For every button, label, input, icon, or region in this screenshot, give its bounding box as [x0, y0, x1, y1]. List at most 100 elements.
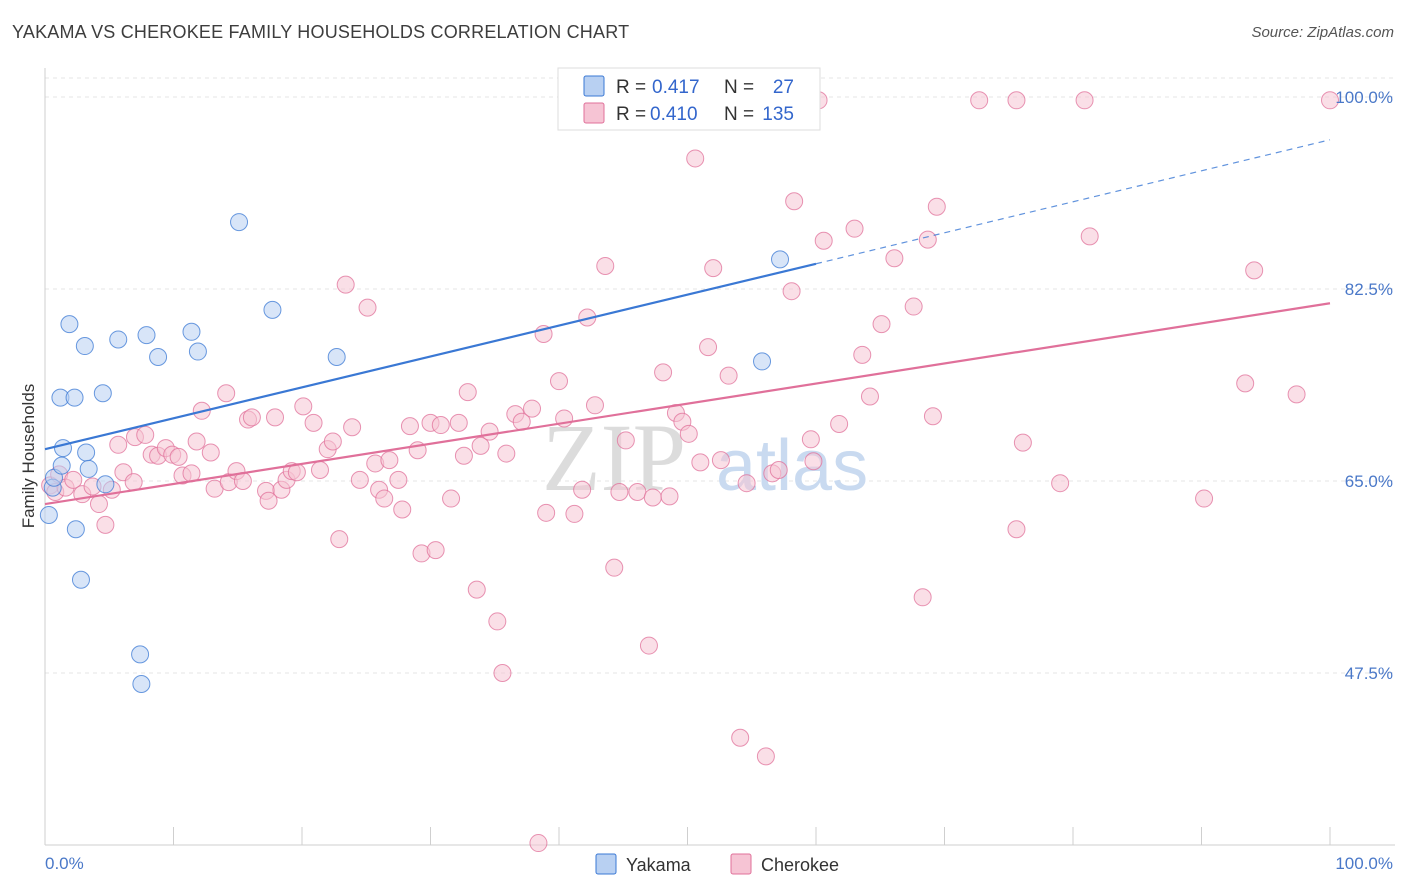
yakama-point: [182, 322, 201, 341]
yakama-point: [753, 352, 772, 371]
yakama-point: [149, 348, 168, 367]
yakama-point: [60, 315, 79, 334]
y-axis-label: Family Households: [19, 384, 38, 529]
cherokee-point: [350, 470, 369, 489]
cherokee-point: [336, 275, 355, 294]
cherokee-point: [804, 452, 823, 471]
cherokee-point: [426, 541, 445, 560]
yakama-point: [230, 213, 249, 232]
yakama-point: [52, 456, 71, 475]
cherokee-point: [400, 417, 419, 436]
cherokee-point: [1321, 91, 1339, 110]
yakama-point: [66, 520, 85, 539]
yakama-point: [75, 337, 94, 356]
cherokee-point: [294, 397, 313, 416]
cherokee-point: [550, 372, 568, 391]
chart-title: YAKAMA VS CHEROKEE FAMILY HOUSEHOLDS COR…: [12, 22, 630, 42]
cherokee-point: [1007, 520, 1026, 539]
cherokee-point: [1236, 374, 1255, 393]
cherokee-point: [585, 396, 604, 415]
cherokee-point: [686, 149, 705, 168]
cherokee-point: [679, 424, 698, 443]
cherokee-point: [488, 612, 507, 631]
cherokee-point: [704, 259, 723, 278]
y-tick-label: 65.0%: [1345, 472, 1393, 491]
cherokee-point: [393, 500, 412, 519]
cherokee-point: [1051, 474, 1070, 493]
cherokee-point: [1013, 433, 1032, 452]
legend-r-cherokee: 0.410: [650, 104, 698, 125]
cherokee-point: [136, 425, 155, 444]
cherokee-point: [358, 298, 377, 317]
yakama-point: [327, 348, 346, 367]
x-tick-labels: 0.0% 100.0%: [45, 854, 1393, 873]
cherokee-point: [885, 249, 904, 268]
x-tick-label-max: 100.0%: [1335, 854, 1393, 873]
yakama-point: [65, 388, 84, 407]
cherokee-point: [375, 489, 394, 508]
yakama-point: [39, 506, 58, 525]
bottom-legend-cherokee: Cherokee: [761, 855, 839, 875]
cherokee-point: [259, 491, 278, 510]
cherokee-point: [169, 447, 188, 466]
yakama-trend-extension: [815, 139, 1331, 265]
cherokee-point: [814, 231, 833, 250]
yakama-point: [771, 250, 790, 269]
cherokee-trend-line: [44, 302, 1331, 506]
cherokee-point: [1195, 489, 1214, 508]
cherokee-point: [616, 431, 635, 450]
bottom-legend-swatch-cherokee: [730, 853, 752, 875]
cherokee-point: [769, 461, 788, 480]
cherokee-point: [639, 636, 658, 655]
yakama-point: [96, 475, 115, 494]
cherokee-point: [923, 407, 942, 426]
cherokee-point: [711, 451, 730, 470]
legend-r-label-yakama: R =: [616, 77, 646, 98]
cherokee-point: [523, 399, 542, 418]
yakama-trend-line: [44, 262, 817, 451]
cherokee-point: [480, 422, 499, 441]
cherokee-point: [109, 435, 128, 454]
legend-n-label-cherokee: N =: [724, 104, 754, 125]
cherokee-point: [96, 515, 115, 534]
cherokee-point: [449, 413, 468, 432]
cherokee-point: [266, 408, 285, 427]
cherokee-point: [389, 470, 408, 489]
cherokee-point: [201, 443, 220, 462]
cherokee-point: [343, 418, 362, 437]
axes: [44, 68, 1395, 846]
cherokee-point: [596, 256, 615, 275]
legend-swatch-yakama: [583, 75, 605, 97]
cherokee-point: [330, 530, 349, 549]
cherokee-point: [756, 747, 775, 766]
yakama-point: [132, 674, 151, 693]
cherokee-point: [660, 487, 679, 506]
yakama-point: [137, 326, 156, 345]
cherokee-point: [1245, 261, 1264, 280]
cherokee-point: [217, 384, 236, 403]
cherokee-point: [913, 588, 932, 607]
cherokee-point: [801, 430, 820, 449]
y-tick-labels: 100.0% 82.5% 65.0% 47.5%: [1335, 88, 1393, 683]
cherokee-point: [187, 432, 206, 451]
cherokee-point: [654, 363, 673, 382]
yakama-point: [109, 330, 128, 349]
cherokee-point: [782, 282, 801, 301]
cherokee-point: [605, 558, 624, 577]
cherokee-point: [904, 297, 923, 316]
cherokee-point: [1007, 91, 1026, 110]
cherokee-point: [565, 504, 584, 523]
cherokee-points: [41, 91, 1339, 853]
cherokee-point: [872, 315, 891, 334]
cherokee-point: [242, 408, 261, 427]
yakama-point: [53, 439, 72, 458]
cherokee-point: [467, 580, 486, 599]
cherokee-point: [310, 461, 329, 480]
cherokee-point: [537, 503, 556, 522]
trend-lines: [44, 139, 1331, 506]
bottom-legend: Yakama Cherokee: [595, 853, 839, 875]
cherokee-point: [699, 338, 718, 357]
cherokee-point: [643, 488, 662, 507]
cherokee-point: [719, 366, 738, 385]
y-tick-label: 47.5%: [1345, 664, 1393, 683]
